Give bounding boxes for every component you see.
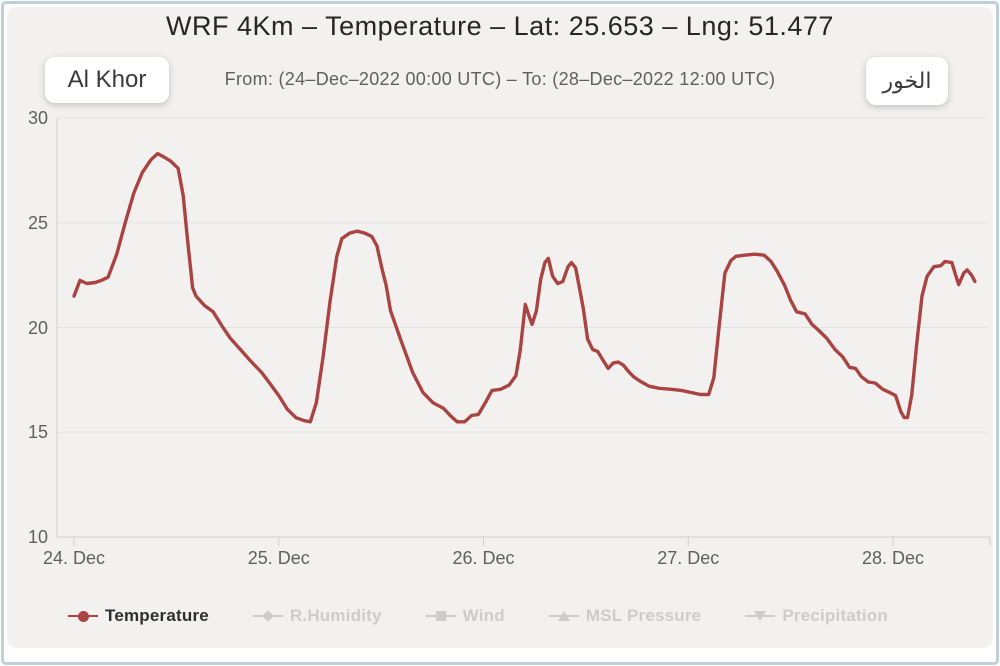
legend-item-temperature[interactable]: Temperature [68, 606, 209, 626]
y-axis-label: 15 [27, 422, 48, 443]
x-axis-label: 24. Dec [42, 548, 106, 568]
legend-label: Wind [462, 606, 505, 625]
y-axis-label: 30 [27, 108, 48, 128]
y-axis-label: 20 [27, 317, 48, 338]
precipitation-triangle-down-marker-icon [745, 609, 776, 623]
y-axis-label: 10 [27, 527, 48, 547]
temperature-line-marker-icon [68, 609, 98, 623]
legend-item-precipitation[interactable]: Precipitation [745, 606, 888, 626]
legend-label: R.Humidity [289, 606, 382, 625]
wind-square-marker-icon [425, 609, 456, 623]
x-axis-label: 26. Dec [452, 548, 515, 568]
pressure-triangle-up-marker-icon [548, 609, 579, 623]
legend-item-msl-pressure[interactable]: MSL Pressure [548, 606, 702, 626]
legend-label: MSL Pressure [585, 606, 702, 625]
temperature-series-line [72, 151, 977, 424]
x-axis-label: 27. Dec [657, 548, 720, 568]
legend-label: Temperature [105, 606, 209, 625]
y-axis-label: 25 [27, 212, 48, 233]
x-axis-label: 25. Dec [247, 548, 310, 568]
x-axis-label: 28. Dec [861, 548, 925, 568]
chart-subtitle: From: (24–Dec–2022 00:00 UTC) – To: (28–… [224, 69, 776, 89]
legend: Temperature R.Humidity Wind MSL Pressure… [68, 601, 888, 631]
humidity-diamond-marker-icon [252, 609, 283, 623]
location-button-arabic[interactable]: الخور [866, 57, 948, 105]
legend-item-wind[interactable]: Wind [425, 606, 505, 626]
legend-item-rhumidity[interactable]: R.Humidity [252, 606, 382, 626]
location-button-english[interactable]: Al Khor [45, 57, 169, 103]
chart-title: WRF 4Km – Temperature – Lat: 25.653 – Ln… [166, 11, 834, 41]
legend-label: Precipitation [782, 606, 888, 625]
